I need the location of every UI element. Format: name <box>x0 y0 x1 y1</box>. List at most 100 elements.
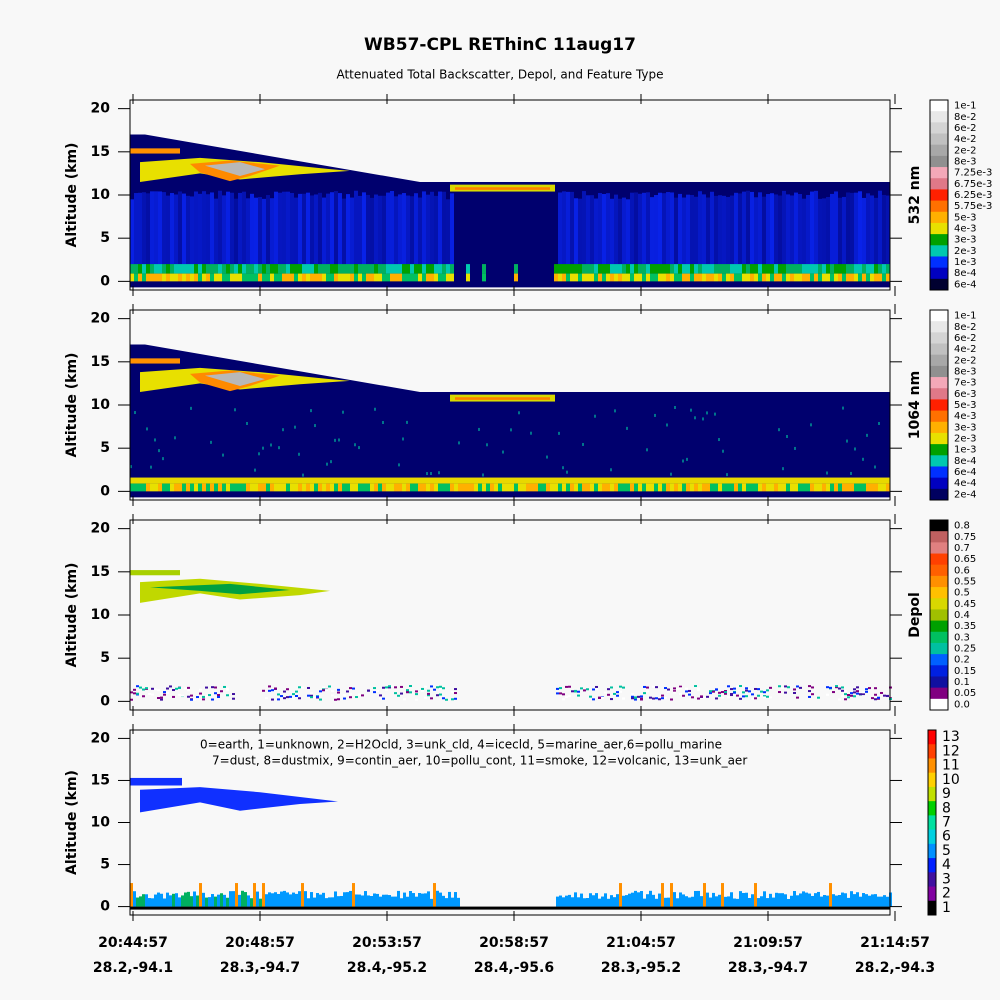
aerosol <box>826 264 830 274</box>
aerosol <box>366 477 370 484</box>
aerosol <box>766 264 770 274</box>
aerosol-type <box>787 898 790 907</box>
aerosol-type <box>190 896 193 907</box>
depol <box>202 695 205 698</box>
aerosol <box>822 264 826 274</box>
aerosol <box>662 483 666 492</box>
signal <box>838 197 842 272</box>
colorbar-label: 8e-2 <box>954 112 977 123</box>
signal <box>394 196 398 270</box>
depol <box>706 695 709 698</box>
colorbar-label: 6e-2 <box>954 123 977 134</box>
aerosol <box>142 264 146 274</box>
aerosol <box>642 477 646 484</box>
signal <box>422 191 426 265</box>
aerosol <box>374 483 378 492</box>
aerosol <box>294 273 298 282</box>
aerosol <box>642 483 646 492</box>
aerosol-type <box>880 896 883 907</box>
aerosol <box>798 483 802 492</box>
aerosol <box>678 264 682 274</box>
depol <box>856 692 859 695</box>
aerosol-type <box>250 898 253 907</box>
aerosol <box>666 273 670 282</box>
aerosol <box>726 273 730 282</box>
signal <box>150 191 154 265</box>
aerosol <box>690 273 694 282</box>
aerosol <box>398 264 402 274</box>
aerosol <box>794 264 798 274</box>
colorbar-segment <box>930 477 948 490</box>
colorbar-label: 3e-3 <box>954 422 977 433</box>
aerosol-type <box>367 895 370 907</box>
aerosol <box>686 264 690 274</box>
depol <box>268 685 271 688</box>
aerosol-type <box>721 883 724 907</box>
colorbar-label: 0.7 <box>954 543 970 554</box>
aerosol <box>410 483 414 492</box>
aerosol <box>230 264 234 274</box>
aerosol <box>178 273 182 282</box>
colorbar-label: 0.05 <box>954 688 976 699</box>
depol <box>352 687 355 690</box>
aerosol <box>770 273 774 282</box>
depol <box>292 697 295 700</box>
aerosol <box>862 264 866 274</box>
depol <box>835 686 838 689</box>
aerosol <box>398 483 402 492</box>
aerosol-type <box>868 895 871 907</box>
depol <box>265 697 268 700</box>
aerosol-type <box>361 895 364 907</box>
signal <box>650 197 654 271</box>
signal <box>366 194 370 269</box>
aerosol <box>514 264 518 274</box>
aerosol <box>222 477 226 484</box>
depol <box>214 692 217 695</box>
aerosol <box>798 477 802 484</box>
signal <box>694 416 696 420</box>
aerosol <box>786 483 790 492</box>
signal <box>250 193 254 268</box>
colorbar-segment <box>930 542 948 555</box>
aerosol-type <box>448 891 451 907</box>
colorbar-label: 5.75e-3 <box>954 201 992 212</box>
signal <box>582 442 584 446</box>
signal <box>530 431 532 435</box>
depol <box>778 691 781 694</box>
aerosol-type <box>178 897 181 907</box>
cirrus <box>130 570 180 576</box>
aerosol <box>870 483 874 492</box>
colorbar-segment <box>930 520 948 532</box>
depol <box>160 698 163 701</box>
aerosol <box>702 477 706 484</box>
colorbar-segment <box>928 744 936 759</box>
y-tick-label: 10 <box>91 607 111 623</box>
signal <box>606 193 610 267</box>
signal <box>374 194 378 268</box>
aerosol <box>730 264 734 274</box>
signal <box>674 405 676 409</box>
aerosol <box>182 483 186 492</box>
depol <box>739 697 742 700</box>
aerosol <box>482 477 486 484</box>
aerosol <box>234 273 238 282</box>
aerosol <box>830 264 834 274</box>
signal <box>154 191 158 265</box>
colorbar-segment <box>930 144 948 157</box>
aerosol <box>602 273 606 282</box>
aerosol <box>386 477 390 484</box>
aerosol <box>366 264 370 274</box>
aerosol <box>802 273 806 282</box>
aerosol <box>710 273 714 282</box>
depol <box>136 685 139 688</box>
aerosol <box>282 264 286 274</box>
aerosol <box>810 264 814 274</box>
colorbar-label: 7.25e-3 <box>954 168 992 179</box>
depol <box>862 693 865 696</box>
aerosol-type <box>418 893 421 907</box>
depol <box>445 698 448 701</box>
aerosol <box>822 273 826 282</box>
aerosol <box>574 483 578 492</box>
aerosol <box>606 483 610 492</box>
aerosol <box>134 273 138 282</box>
